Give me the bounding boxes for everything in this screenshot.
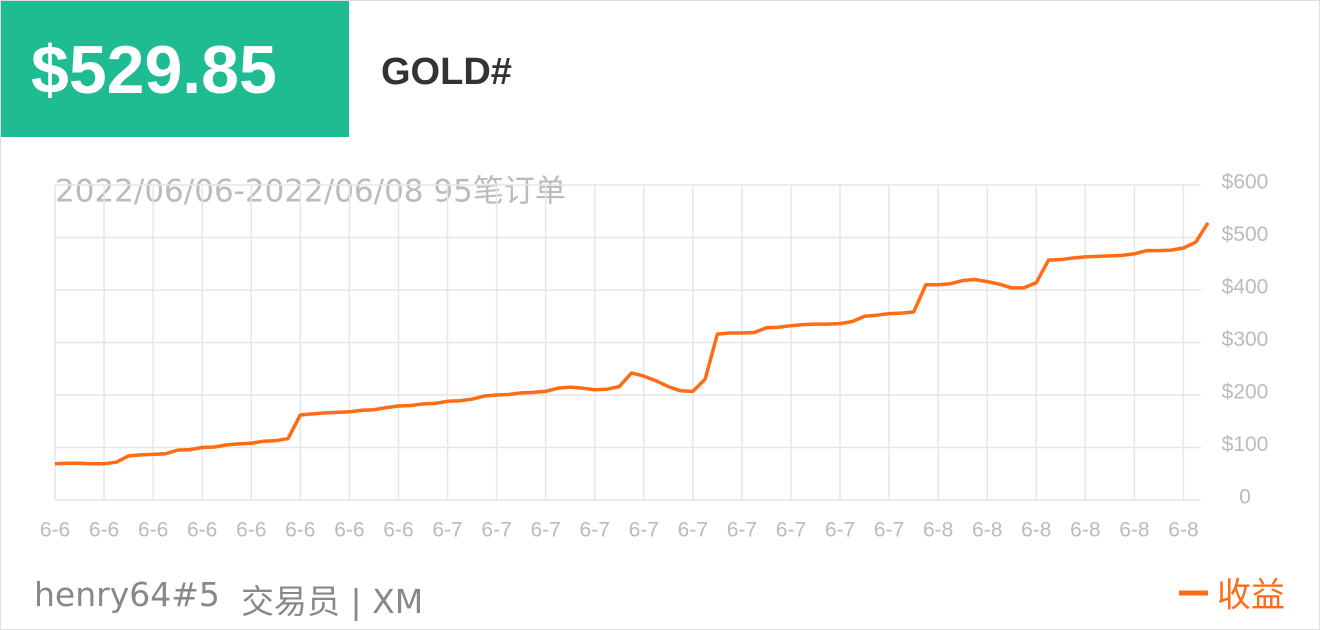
x-tick-label: 6-6 (383, 519, 413, 542)
x-tick-label: 6-8 (972, 519, 1002, 542)
y-tick-label: $400 (1222, 276, 1269, 299)
x-tick-label: 6-8 (1168, 519, 1198, 542)
x-tick-label: 6-7 (580, 519, 610, 542)
x-tick-label: 6-6 (138, 519, 168, 542)
price: $529.85 (31, 32, 277, 108)
user-name: henry64#5 (34, 575, 220, 614)
x-tick-label: 6-7 (481, 519, 511, 542)
x-tick-label: 6-6 (40, 519, 70, 542)
y-tick-label: $600 (1222, 171, 1269, 194)
x-tick-label: 6-8 (1021, 519, 1051, 542)
y-tick-label: $200 (1222, 381, 1269, 404)
chart-subtitle: 2022/06/06-2022/06/08 95笔订单 (55, 174, 566, 210)
x-tick-label: 6-7 (629, 519, 659, 542)
x-tick-label: 6-6 (285, 519, 315, 542)
x-tick-label: 6-6 (334, 519, 364, 542)
legend-label: 收益 (1217, 576, 1285, 616)
y-tick-label: $300 (1222, 328, 1269, 351)
x-tick-label: 6-8 (1119, 519, 1149, 542)
y-tick-label: $100 (1222, 433, 1269, 456)
x-tick-label: 6-6 (89, 519, 119, 542)
y-tick-label: $500 (1222, 223, 1269, 246)
x-tick-label: 6-7 (825, 519, 855, 542)
x-tick-label: 6-7 (678, 519, 708, 542)
x-tick-label: 6-7 (727, 519, 757, 542)
x-tick-label: 6-6 (187, 519, 217, 542)
user-role: 交易员 | XM (241, 582, 424, 621)
price-badge (1, 1, 349, 137)
x-tick-label: 6-8 (923, 519, 953, 542)
x-tick-label: 6-8 (1070, 519, 1100, 542)
line (54, 221, 1210, 466)
x-tick-label: 6-6 (236, 519, 266, 542)
x-tick-label: 6-7 (432, 519, 462, 542)
x-tick-label: 6-7 (874, 519, 904, 542)
y-tick-label: 0 (1239, 486, 1251, 509)
symbol: GOLD# (381, 51, 512, 93)
x-tick-label: 6-7 (530, 519, 560, 542)
x-tick-label: 6-7 (776, 519, 806, 542)
